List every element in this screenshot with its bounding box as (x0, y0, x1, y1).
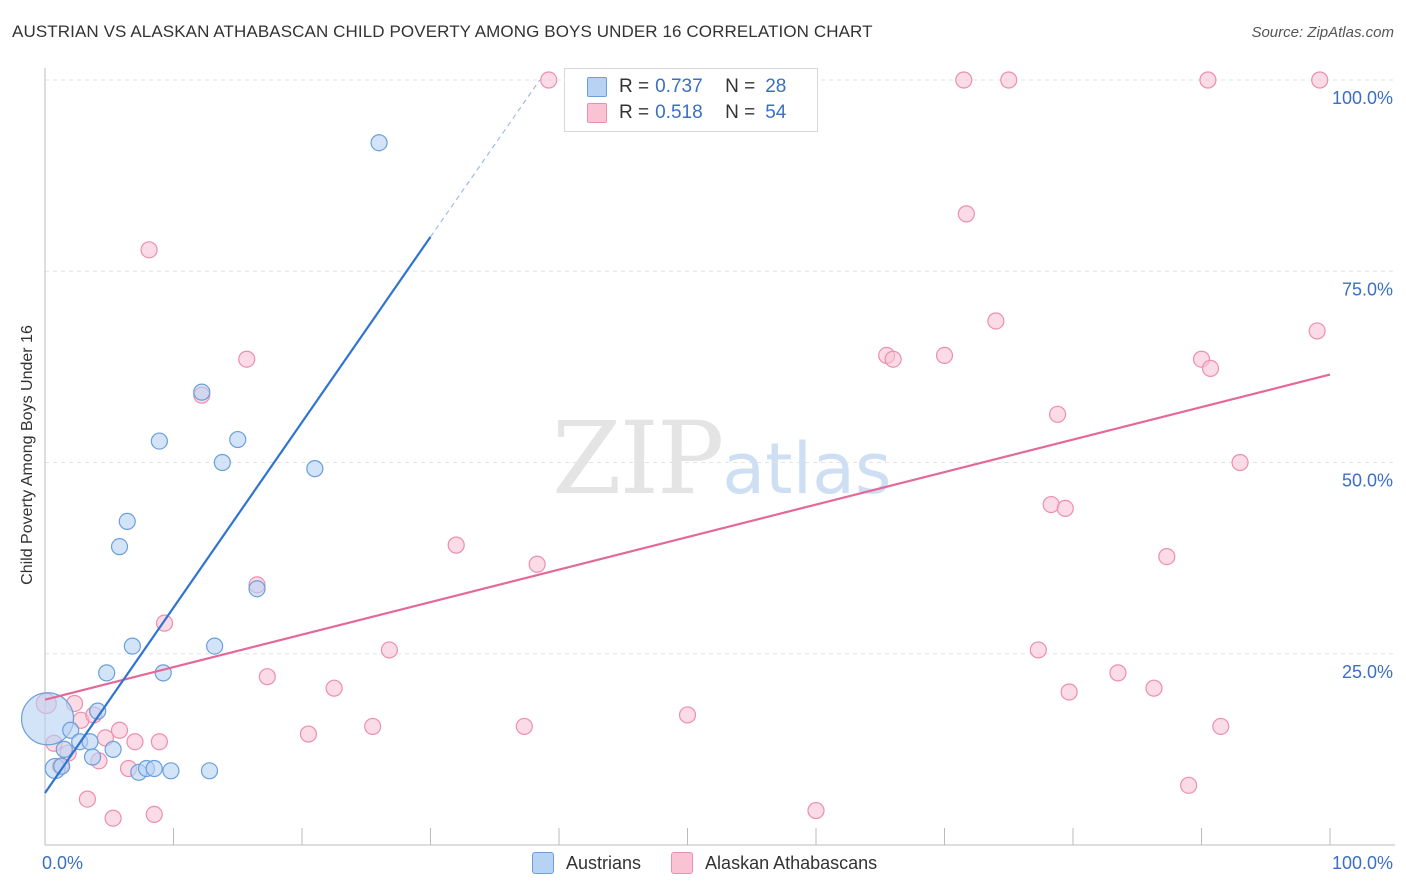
alaskan-athabascans-point (528, 555, 546, 573)
alaskan-athabascans-point (540, 71, 558, 89)
alaskan-athabascans-point (380, 641, 398, 659)
austrians-point (306, 460, 324, 478)
alaskan-athabascans-point (145, 805, 163, 824)
alaskan-athabascans-point (1000, 71, 1018, 89)
austrians-point (110, 538, 129, 556)
alaskan-athabascans-point (258, 668, 276, 686)
austrians-point (89, 702, 107, 720)
r-value: 0.737 (655, 76, 703, 97)
alaskan-athabascans-point (515, 717, 533, 736)
legend-label: Austrians (566, 852, 642, 873)
n-value: 28 (765, 76, 787, 97)
austrians-point (123, 637, 141, 655)
zipatlas-watermark: ZIPatlas (552, 400, 891, 517)
austrians-point (370, 134, 388, 152)
y-tick-label: 75.0% (1342, 279, 1393, 299)
alaskan-athabascans-point (126, 733, 144, 751)
austrians-point (55, 740, 73, 758)
alaskan-athabascans-point (1029, 641, 1047, 659)
legend-row-austrians: R = 0.737 N = 28 (587, 74, 786, 100)
n-label: N = (725, 76, 756, 97)
alaskan-athabascans-point (78, 790, 97, 808)
austrians-point (83, 748, 102, 766)
austrians-swatch (587, 77, 607, 97)
legend-label: Alaskan Athabascans (705, 852, 878, 873)
austrians-point (162, 762, 180, 780)
austrians-point (150, 432, 168, 450)
x-tick-label: 0.0% (42, 853, 83, 873)
chart-title: AUSTRIAN VS ALASKAN ATHABASCAN CHILD POV… (12, 22, 873, 41)
alaskan-athabascans-point (1109, 664, 1127, 682)
alaskan-athabascans-point (1060, 683, 1078, 701)
alaskan-athabascans-point (1145, 679, 1163, 697)
austrians-point (248, 580, 266, 598)
austrians-trendline-extension (430, 79, 541, 238)
austrians-point (62, 721, 80, 739)
alaskan-athabascans-point (104, 809, 122, 827)
alaskan-athabascans-point (140, 241, 158, 259)
austrians-point (98, 664, 116, 682)
alaskan-athabascans-point (935, 346, 954, 364)
alaskan-athabascans-trendline (44, 373, 1331, 701)
y-tick-label: 25.0% (1342, 662, 1393, 682)
alaskan-athabascans-point (1199, 71, 1217, 89)
austrians-point (229, 430, 247, 449)
alaskan-athabascans-point (299, 725, 318, 743)
y-tick-label: 50.0% (1342, 471, 1393, 491)
austrians-point (104, 740, 122, 758)
watermark-zip: ZIP (552, 400, 724, 517)
legend-item-austrians[interactable]: Austrians (532, 852, 641, 874)
alaskan-athabascans-point (1311, 71, 1329, 89)
r-label: R = (619, 76, 650, 97)
watermark-atlas: atlas (722, 428, 892, 510)
n-value: 54 (765, 102, 787, 123)
r-label: R = (619, 102, 650, 123)
source-credit: Source: ZipAtlas.com (1251, 24, 1394, 41)
correlation-legend: R = 0.737 N = 28 R = 0.518 N = 54 (564, 68, 818, 132)
alaskan-athabascans-point (1231, 453, 1249, 472)
austrians-point (118, 512, 136, 531)
alaskan-athabascans-point (325, 679, 343, 697)
alaskan-athabascans-point (1201, 359, 1220, 378)
austrians-point (200, 762, 219, 780)
alaskan-athabascans-point (1158, 547, 1176, 566)
alaskan-athabascans-point (807, 801, 825, 820)
alaskan-athabascans-point (1180, 776, 1198, 794)
alaskan-athabascans-point (150, 733, 168, 751)
alaskan-athabascans-point (1212, 717, 1230, 736)
r-value: 0.518 (655, 102, 703, 123)
alaskan-athabascans-point (1048, 405, 1067, 423)
alaskan-athabascans-point (1056, 499, 1074, 517)
alaskan-athabascans-point (678, 706, 697, 724)
austrians-point (206, 637, 224, 655)
alaskan-athabascans-point (955, 71, 973, 89)
legend-row-alaskan-athabascans: R = 0.518 N = 54 (587, 100, 786, 126)
alaskan-athabascans-point (957, 205, 975, 223)
alaskan-athabascans-swatch (587, 103, 607, 123)
alaskan-athabascans-point (1042, 495, 1060, 514)
austrians-swatch (532, 852, 554, 874)
austrians-point (145, 759, 163, 778)
alaskan-athabascans-point (1308, 322, 1326, 340)
alaskan-athabascans-point (364, 717, 382, 736)
austrians-point (193, 383, 211, 401)
alaskan-athabascans-point (447, 536, 465, 554)
x-tick-label: 100.0% (1332, 853, 1393, 873)
austrians-point (213, 453, 231, 472)
alaskan-athabascans-point (884, 350, 902, 368)
n-label: N = (725, 102, 756, 123)
austrians-trendline (44, 236, 432, 794)
alaskan-athabascans-point (110, 721, 129, 739)
y-tick-label: 100.0% (1332, 88, 1393, 108)
legend-item-alaskan-athabascans[interactable]: Alaskan Athabascans (671, 852, 877, 874)
alaskan-athabascans-swatch (671, 852, 694, 874)
alaskan-athabascans-point (987, 312, 1005, 330)
austrians-point (20, 692, 75, 746)
alaskan-athabascans-point (238, 350, 256, 368)
series-legend: Austrians Alaskan Athabascans (532, 852, 907, 874)
